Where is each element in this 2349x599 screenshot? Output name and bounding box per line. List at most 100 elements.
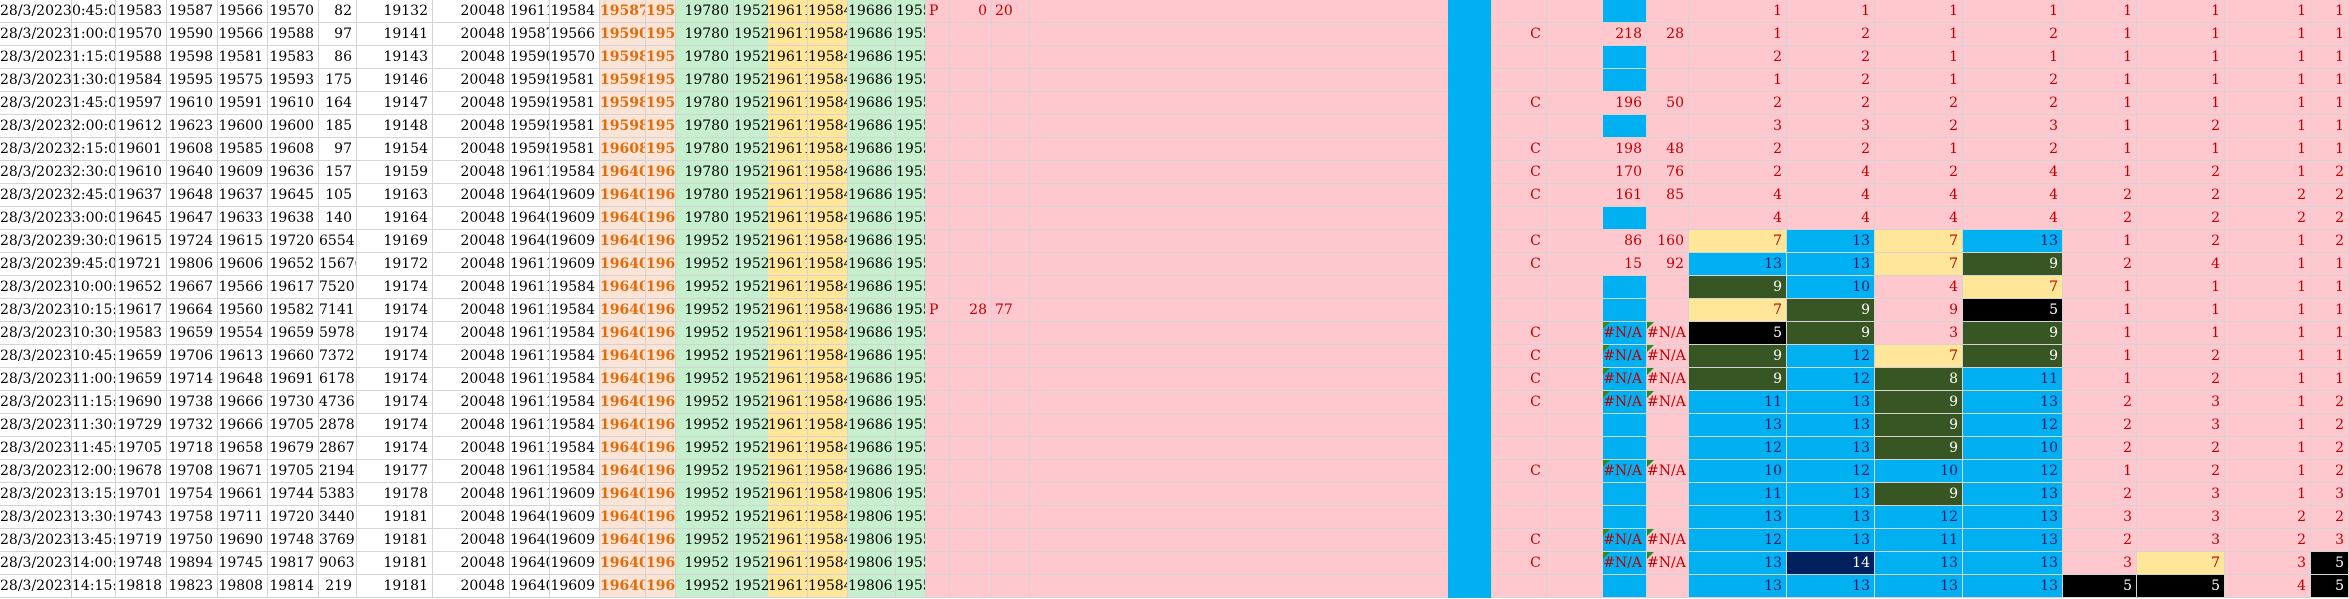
- small-2-r10[interactable]: 1: [2225, 230, 2311, 253]
- cell-r15-c12[interactable]: 19609: [646, 345, 676, 368]
- cell-r23-c12[interactable]: 19609: [646, 529, 676, 552]
- cell-r1-c5[interactable]: 19588: [268, 23, 319, 46]
- matrix-b-r13[interactable]: 9: [1787, 299, 1875, 322]
- cell-r25-c13[interactable]: 19952: [676, 575, 734, 598]
- matrix-a-r17[interactable]: 11: [1689, 391, 1787, 414]
- cell-r11-c0[interactable]: 28/3/2023: [0, 253, 72, 276]
- matrix-c-r24[interactable]: 13: [1875, 552, 1963, 575]
- matrix-d-r2[interactable]: 1: [1963, 46, 2063, 69]
- c-val2-r1[interactable]: 28: [1647, 23, 1689, 46]
- matrix-a-r7[interactable]: 2: [1689, 161, 1787, 184]
- cell-r5-c17[interactable]: 19686: [848, 115, 896, 138]
- cell-r9-c0[interactable]: 28/3/2023: [0, 207, 72, 230]
- cell-r11-c7[interactable]: 19172: [357, 253, 433, 276]
- p-marker-r6[interactable]: [926, 138, 950, 161]
- last-col-r8[interactable]: 2: [2311, 184, 2349, 207]
- matrix-b-r8[interactable]: 4: [1787, 184, 1875, 207]
- cell-r13-c11[interactable]: 19640: [600, 299, 646, 322]
- cell-r1-c12[interactable]: 19570: [646, 23, 676, 46]
- cell-r2-c5[interactable]: 19583: [268, 46, 319, 69]
- p-val1-r5[interactable]: [950, 115, 992, 138]
- cell-r5-c6[interactable]: 185: [319, 115, 357, 138]
- cell-r13-c16[interactable]: 19584: [808, 299, 848, 322]
- cell-r15-c11[interactable]: 19640: [600, 345, 646, 368]
- cell-r0-c13[interactable]: 19780: [676, 0, 734, 23]
- cell-r19-c17[interactable]: 19686: [848, 437, 896, 460]
- cell-r21-c1[interactable]: 13:15:00: [72, 483, 116, 506]
- cell-r13-c13[interactable]: 19952: [676, 299, 734, 322]
- matrix-c-r18[interactable]: 9: [1875, 414, 1963, 437]
- cell-r0-c18[interactable]: 19559: [896, 0, 926, 23]
- cell-r3-c9[interactable]: 19598: [510, 69, 550, 92]
- matrix-b-r20[interactable]: 12: [1787, 460, 1875, 483]
- cell-r6-c5[interactable]: 19608: [268, 138, 319, 161]
- cell-r3-c5[interactable]: 19593: [268, 69, 319, 92]
- small-1-r17[interactable]: 3: [2137, 391, 2225, 414]
- cell-r9-c5[interactable]: 19638: [268, 207, 319, 230]
- cell-r6-c3[interactable]: 19608: [167, 138, 218, 161]
- matrix-c-r12[interactable]: 4: [1875, 276, 1963, 299]
- cell-r8-c14[interactable]: 19520: [734, 184, 774, 207]
- cell-r6-c12[interactable]: 19585: [646, 138, 676, 161]
- small-1-r18[interactable]: 3: [2137, 414, 2225, 437]
- p-marker-r8[interactable]: [926, 184, 950, 207]
- cell-r12-c0[interactable]: 28/3/2023: [0, 276, 72, 299]
- cell-r15-c7[interactable]: 19174: [357, 345, 433, 368]
- matrix-d-r4[interactable]: 2: [1963, 92, 2063, 115]
- small-2-r6[interactable]: 1: [2225, 138, 2311, 161]
- small-0-r10[interactable]: 1: [2063, 230, 2137, 253]
- last-col-r17[interactable]: 2: [2311, 391, 2349, 414]
- p-val1-r17[interactable]: [950, 391, 992, 414]
- cell-r23-c5[interactable]: 19748: [268, 529, 319, 552]
- cell-r4-c10[interactable]: 19581: [550, 92, 600, 115]
- cell-r22-c1[interactable]: 13:30:00: [72, 506, 116, 529]
- c-marker-r11[interactable]: C: [1525, 253, 1547, 276]
- cell-r8-c3[interactable]: 19648: [167, 184, 218, 207]
- small-1-r3[interactable]: 1: [2137, 69, 2225, 92]
- cell-r15-c17[interactable]: 19686: [848, 345, 896, 368]
- cell-r18-c6[interactable]: 2878: [319, 414, 357, 437]
- c-marker-r12[interactable]: [1525, 276, 1547, 299]
- small-1-r21[interactable]: 3: [2137, 483, 2225, 506]
- cell-r18-c3[interactable]: 19732: [167, 414, 218, 437]
- cell-r8-c0[interactable]: 28/3/2023: [0, 184, 72, 207]
- matrix-d-r13[interactable]: 5: [1963, 299, 2063, 322]
- cell-r1-c6[interactable]: 97: [319, 23, 357, 46]
- cell-r14-c1[interactable]: 10:30:00: [72, 322, 116, 345]
- matrix-a-r24[interactable]: 13: [1689, 552, 1787, 575]
- small-1-r2[interactable]: 1: [2137, 46, 2225, 69]
- matrix-d-r22[interactable]: 13: [1963, 506, 2063, 529]
- cell-r10-c18[interactable]: 19559: [896, 230, 926, 253]
- cell-r10-c0[interactable]: 28/3/2023: [0, 230, 72, 253]
- cell-r5-c1[interactable]: 2:00:00: [72, 115, 116, 138]
- cell-r7-c2[interactable]: 19610: [116, 161, 167, 184]
- cell-r10-c13[interactable]: 19952: [676, 230, 734, 253]
- cell-r16-c6[interactable]: 6178: [319, 368, 357, 391]
- cell-r13-c7[interactable]: 19174: [357, 299, 433, 322]
- cell-r6-c2[interactable]: 19601: [116, 138, 167, 161]
- cell-r24-c1[interactable]: 14:00:00: [72, 552, 116, 575]
- cell-r23-c17[interactable]: 19806: [848, 529, 896, 552]
- cell-r12-c14[interactable]: 19520: [734, 276, 774, 299]
- cell-r24-c6[interactable]: 9063: [319, 552, 357, 575]
- cell-r21-c6[interactable]: 5383: [319, 483, 357, 506]
- cell-r12-c2[interactable]: 19652: [116, 276, 167, 299]
- cell-r16-c17[interactable]: 19686: [848, 368, 896, 391]
- cell-r7-c7[interactable]: 19159: [357, 161, 433, 184]
- cell-r24-c18[interactable]: 19554: [896, 552, 926, 575]
- last-col-r2[interactable]: 1: [2311, 46, 2349, 69]
- blue-bar-left-seg-r12[interactable]: [1448, 276, 1492, 299]
- cell-r8-c4[interactable]: 19637: [218, 184, 268, 207]
- matrix-d-r5[interactable]: 3: [1963, 115, 2063, 138]
- cell-r19-c8[interactable]: 20048: [433, 437, 510, 460]
- cell-r6-c16[interactable]: 19584: [808, 138, 848, 161]
- matrix-b-r11[interactable]: 13: [1787, 253, 1875, 276]
- cell-r13-c0[interactable]: 28/3/2023: [0, 299, 72, 322]
- cell-r3-c4[interactable]: 19575: [218, 69, 268, 92]
- small-1-r25[interactable]: 5: [2137, 575, 2225, 598]
- cell-r21-c18[interactable]: 19554: [896, 483, 926, 506]
- cell-r8-c17[interactable]: 19686: [848, 184, 896, 207]
- cell-r1-c1[interactable]: 1:00:00: [72, 23, 116, 46]
